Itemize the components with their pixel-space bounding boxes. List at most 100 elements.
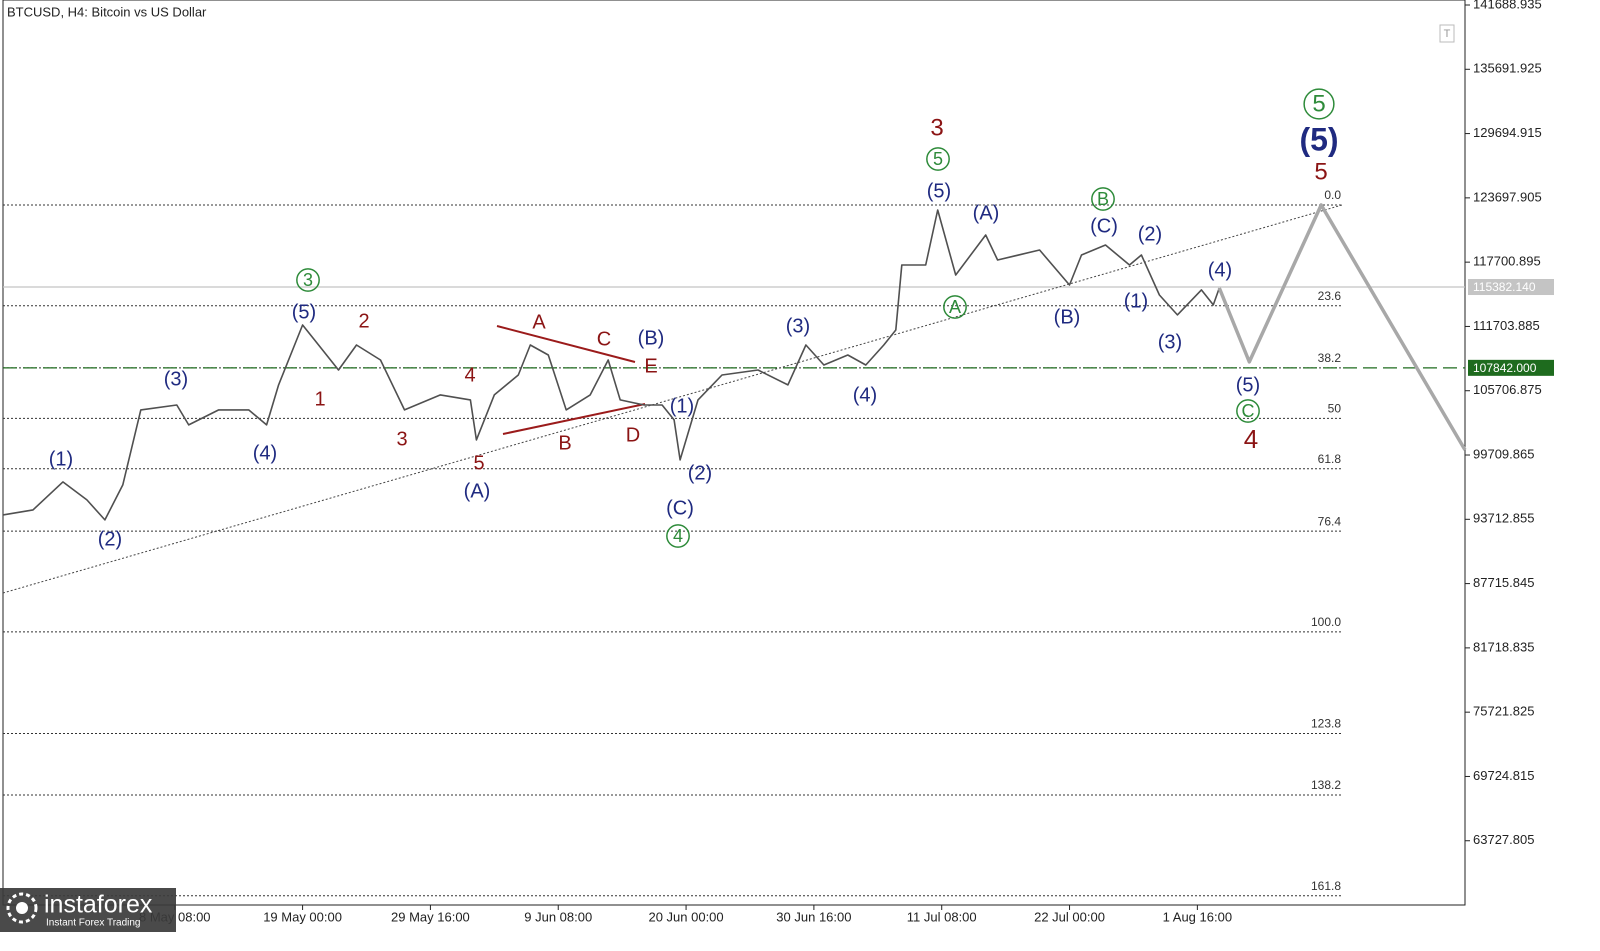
wave-label: 4 <box>673 526 683 546</box>
wave-label: (2) <box>1138 223 1162 245</box>
wave-label: 4 <box>464 364 475 386</box>
wave-label: C <box>1242 401 1255 421</box>
wave-label: 5 <box>473 452 484 474</box>
wave-label-circle <box>1303 88 1335 120</box>
x-tick-label: 1 Aug 16:00 <box>1163 909 1232 924</box>
wave-label: 5 <box>933 149 943 169</box>
fib-level-label: 23.6 <box>1318 289 1342 303</box>
wave-label: (3) <box>786 315 810 337</box>
fib-level-label: 161.8 <box>1311 879 1341 893</box>
wave-label-circle <box>943 295 967 319</box>
x-tick-label: 19 May 00:00 <box>263 909 342 924</box>
tool-icon[interactable] <box>1439 24 1455 43</box>
wave-label: (3) <box>164 368 188 390</box>
wave-label: 1 <box>314 388 325 410</box>
y-tick-label: 141688.935 <box>1473 0 1542 11</box>
wave-label: B <box>1097 189 1109 209</box>
fib-level-label: 76.4 <box>1318 514 1342 528</box>
wave-label: (A) <box>464 480 491 502</box>
wave-label: 3 <box>396 428 407 450</box>
wave-label: (5) <box>927 180 951 202</box>
plot-frame <box>2 0 1466 906</box>
x-tick-label: 30 Jun 16:00 <box>776 909 851 924</box>
price-tag <box>1468 359 1554 376</box>
wave-label: 5 <box>1314 158 1327 185</box>
wave-label: (3) <box>1158 331 1182 353</box>
wave-label: (C) <box>1090 215 1118 237</box>
logo-tagline: Instant Forex Trading <box>46 918 141 929</box>
forecast-line <box>1217 203 1467 451</box>
triangle-line <box>496 325 636 363</box>
wave-labels: (1) (2) (3) (4) (5) 3 2 1 3 4 5 (A) A B C D E (B) (1) (2) (C… <box>49 88 1339 550</box>
logo-icon <box>6 892 38 924</box>
wave-label: C <box>597 328 611 350</box>
wave-label: (4) <box>1208 259 1232 281</box>
x-tick-label: 20 Jun 00:00 <box>648 909 723 924</box>
wave-label: 4 <box>1244 424 1258 454</box>
y-tick-label: 123697.905 <box>1473 189 1542 204</box>
fib-level-label: 0.0 <box>1324 188 1341 202</box>
wave-label: 3 <box>303 270 313 290</box>
wave-label: (5) <box>292 301 316 323</box>
y-tick-label: 87715.845 <box>1473 575 1534 590</box>
fib-level-label: 123.8 <box>1311 717 1341 731</box>
wave-label: 3 <box>930 114 943 141</box>
wave-label: E <box>644 355 657 377</box>
logo-name: instaforex <box>44 891 153 919</box>
wave-label-circle <box>926 147 950 171</box>
wave-label: (B) <box>638 327 665 349</box>
y-tick-label: 105706.875 <box>1473 382 1542 397</box>
wave-label-circle <box>296 268 320 292</box>
wave-label: (C) <box>666 497 694 519</box>
y-tick-label: 81718.835 <box>1473 639 1534 654</box>
chart-title: BTCUSD, H4: Bitcoin vs US Dollar <box>7 4 207 19</box>
price-tag <box>1468 279 1554 296</box>
y-tick-label: 63727.805 <box>1473 832 1534 847</box>
wave-label: (4) <box>253 442 277 464</box>
fib-level-label: 138.2 <box>1311 778 1341 792</box>
wave-label: 5 <box>1312 90 1325 117</box>
price-line-series <box>2 209 1221 521</box>
price-tag-label: 107842.000 <box>1473 361 1537 375</box>
fib-level-label: 50 <box>1328 402 1342 416</box>
price-data <box>2 203 1467 521</box>
wave-label: D <box>626 424 640 446</box>
axes: 141688.935 135691.925 129694.915 123697.905… <box>139 0 1554 924</box>
wave-label: A <box>532 311 546 333</box>
wave-label: B <box>558 432 571 454</box>
trend-line <box>2 204 1343 594</box>
fib-level-label: 38.2 <box>1318 351 1342 365</box>
x-tick-label: 22 Jul 00:00 <box>1034 909 1105 924</box>
wave-label-circle <box>666 524 690 548</box>
triangle-line <box>502 403 646 435</box>
y-tick-label: 135691.925 <box>1473 61 1542 76</box>
fib-level-label: 61.8 <box>1318 452 1342 466</box>
x-tick-label: 11 Jul 08:00 <box>907 909 977 924</box>
wave-label: (2) <box>688 462 712 484</box>
y-tick-label: 99709.865 <box>1473 446 1534 461</box>
y-tick-label: 129694.915 <box>1473 125 1542 140</box>
y-tick-label: 93712.855 <box>1473 511 1534 526</box>
wave-label: (4) <box>853 384 877 406</box>
x-tick-label: 29 May 16:00 <box>391 909 470 924</box>
tool-icon-glyph[interactable]: T <box>1444 28 1451 40</box>
wave-label: (B) <box>1054 306 1081 328</box>
wave-label: (5) <box>1299 121 1338 157</box>
wave-label: (1) <box>670 395 694 417</box>
wave-label: (2) <box>98 528 122 550</box>
wave-label: 2 <box>358 310 369 332</box>
wave-label: (A) <box>973 202 1000 224</box>
wave-label-circle <box>1236 399 1260 423</box>
logo-icon <box>16 902 28 914</box>
y-tick-label: 111703.885 <box>1473 318 1540 333</box>
wave-label: (1) <box>49 448 73 470</box>
wave-label: (1) <box>1124 290 1148 312</box>
logo: instaforex Instant Forex Trading <box>0 888 176 932</box>
y-tick-label: 117700.895 <box>1473 254 1541 269</box>
fib-level-label: 100.0 <box>1311 615 1341 629</box>
wave-label: A <box>949 297 961 317</box>
price-tag-label: 115382.140 <box>1473 280 1536 294</box>
wave-label: (5) <box>1236 374 1260 396</box>
